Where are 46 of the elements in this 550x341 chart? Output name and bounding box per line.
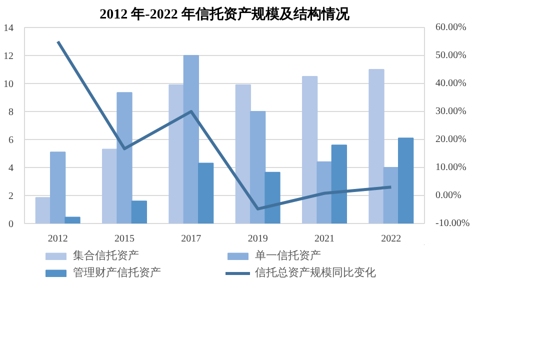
y2-tick-label: 0.00% [436,190,462,201]
bar [35,197,51,224]
bar [383,167,399,224]
bar [50,152,66,224]
y2-tick-label: 10.00% [436,162,466,173]
y2-tick-label: 30.00% [436,106,466,117]
y2-tick-label: 60.00% [436,22,466,33]
bar [302,76,318,224]
bar [398,138,414,224]
line-series [56,40,393,210]
y2-tick-label: -10.00% [436,218,470,229]
bar [64,216,80,224]
legend-label: 单一信托资产 [255,248,322,263]
y-tick-label: 4 [8,163,14,174]
y2-tick-label: 40.00% [436,78,466,89]
x-tick-label: 2021 [314,234,334,244]
bar [168,84,184,224]
x-tick-label: 2022 [381,234,402,244]
legend-label: 集合信托资产 [73,248,140,263]
y-tick-label: 12 [4,51,14,62]
bar [102,148,118,224]
bar [198,162,214,224]
legend-label: 管理财产信托资产 [73,265,162,280]
y-tick-label: 10 [4,79,14,90]
y-tick-label: 2 [8,191,14,202]
bar [131,200,147,224]
bar [316,161,332,224]
bar [331,144,347,224]
y-tick-label: 14 [4,23,14,34]
bar [250,111,266,224]
bar [116,92,132,224]
y2-tick-label: 50.00% [436,50,466,61]
x-tick-label: 2012 [48,234,68,244]
y-tick-label: 8 [8,107,14,118]
legend-label: 信托总资产规模同比变化 [255,265,377,280]
bar [368,69,384,224]
chart-title: 2012 年-2022 年信托资产规模及结构情况 [100,6,350,22]
y-tick-label: 0 [8,219,14,230]
x-tick-label: 2019 [248,234,268,244]
bar [235,84,251,224]
x-tick-label: 2015 [114,234,134,244]
y-tick-label: 6 [8,135,14,146]
y2-tick-label: 20.00% [436,134,466,145]
x-tick-label: 2017 [181,234,202,244]
bar [183,55,199,224]
bar [264,172,280,224]
